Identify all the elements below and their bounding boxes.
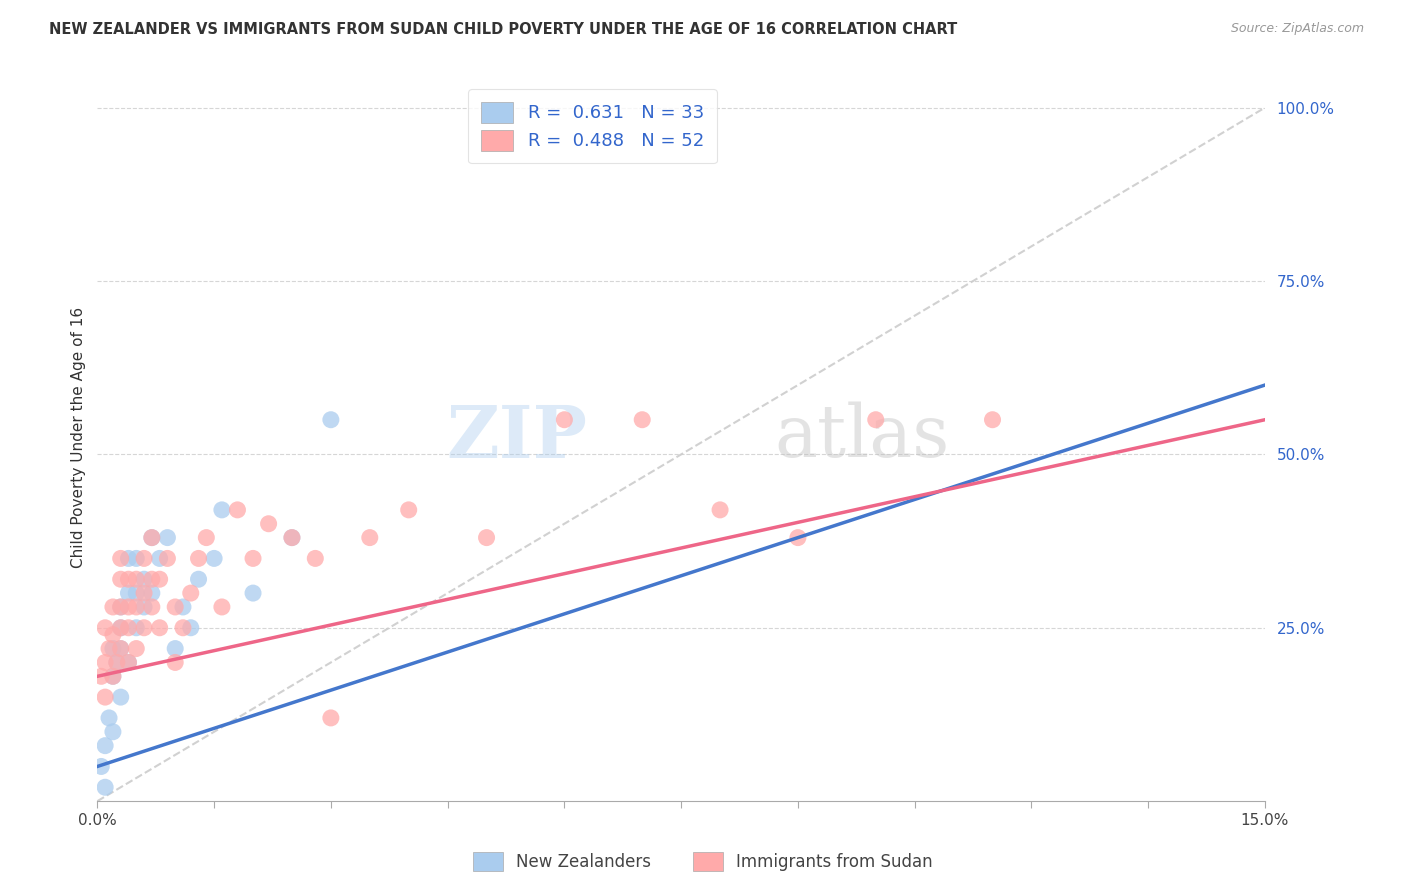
Point [125, 641, 148, 656]
Point [149, 621, 172, 635]
Point [101, 669, 124, 683]
Y-axis label: Child Poverty Under the Age of 16: Child Poverty Under the Age of 16 [72, 307, 86, 567]
Point [94, 739, 117, 753]
Point [242, 586, 264, 600]
Point [172, 599, 194, 614]
Point [94, 780, 117, 795]
Point [141, 599, 163, 614]
Text: Source: ZipAtlas.com: Source: ZipAtlas.com [1230, 22, 1364, 36]
Point [101, 641, 124, 656]
Point [90, 669, 112, 683]
Point [132, 621, 155, 635]
Point [132, 586, 155, 600]
Point [132, 599, 155, 614]
Point [226, 503, 249, 517]
Point [101, 628, 124, 642]
Point [110, 641, 132, 656]
Point [105, 656, 128, 670]
Point [125, 551, 148, 566]
Point [257, 516, 280, 531]
Point [110, 572, 132, 586]
Point [172, 621, 194, 635]
Point [117, 551, 139, 566]
Point [709, 503, 731, 517]
Legend: New Zealanders, Immigrants from Sudan: New Zealanders, Immigrants from Sudan [465, 843, 941, 880]
Point [156, 531, 179, 545]
Point [125, 572, 148, 586]
Text: atlas: atlas [775, 401, 950, 473]
Point [132, 551, 155, 566]
Point [110, 690, 132, 705]
Point [101, 599, 124, 614]
Point [110, 551, 132, 566]
Point [110, 621, 132, 635]
Point [125, 621, 148, 635]
Point [242, 551, 264, 566]
Point [319, 413, 342, 427]
Point [117, 621, 139, 635]
Point [865, 413, 887, 427]
Point [475, 531, 498, 545]
Point [211, 599, 233, 614]
Point [165, 656, 187, 670]
Point [304, 551, 326, 566]
Text: NEW ZEALANDER VS IMMIGRANTS FROM SUDAN CHILD POVERTY UNDER THE AGE OF 16 CORRELA: NEW ZEALANDER VS IMMIGRANTS FROM SUDAN C… [49, 22, 957, 37]
Point [281, 531, 304, 545]
Point [117, 586, 139, 600]
Point [105, 656, 128, 670]
Point [98, 711, 121, 725]
Point [101, 724, 124, 739]
Point [110, 599, 132, 614]
Point [281, 531, 304, 545]
Point [94, 656, 117, 670]
Point [202, 551, 225, 566]
Point [165, 641, 187, 656]
Point [149, 551, 172, 566]
Point [319, 711, 342, 725]
Point [110, 599, 132, 614]
Text: ZIP: ZIP [447, 401, 588, 473]
Point [117, 599, 139, 614]
Point [787, 531, 810, 545]
Point [132, 572, 155, 586]
Point [553, 413, 575, 427]
Point [180, 621, 202, 635]
Point [187, 551, 209, 566]
Point [149, 572, 172, 586]
Point [90, 759, 112, 773]
Point [125, 599, 148, 614]
Point [156, 551, 179, 566]
Point [110, 621, 132, 635]
Point [398, 503, 420, 517]
Point [165, 599, 187, 614]
Point [101, 669, 124, 683]
Point [195, 531, 218, 545]
Point [125, 586, 148, 600]
Point [141, 586, 163, 600]
Point [117, 656, 139, 670]
Point [141, 531, 163, 545]
Point [981, 413, 1004, 427]
Point [211, 503, 233, 517]
Legend: R =  0.631   N = 33, R =  0.488   N = 52: R = 0.631 N = 33, R = 0.488 N = 52 [468, 89, 717, 163]
Point [98, 641, 121, 656]
Point [141, 572, 163, 586]
Point [141, 531, 163, 545]
Point [94, 621, 117, 635]
Point [94, 690, 117, 705]
Point [117, 572, 139, 586]
Point [631, 413, 654, 427]
Point [110, 641, 132, 656]
Point [359, 531, 381, 545]
Point [187, 572, 209, 586]
Point [117, 656, 139, 670]
Point [180, 586, 202, 600]
